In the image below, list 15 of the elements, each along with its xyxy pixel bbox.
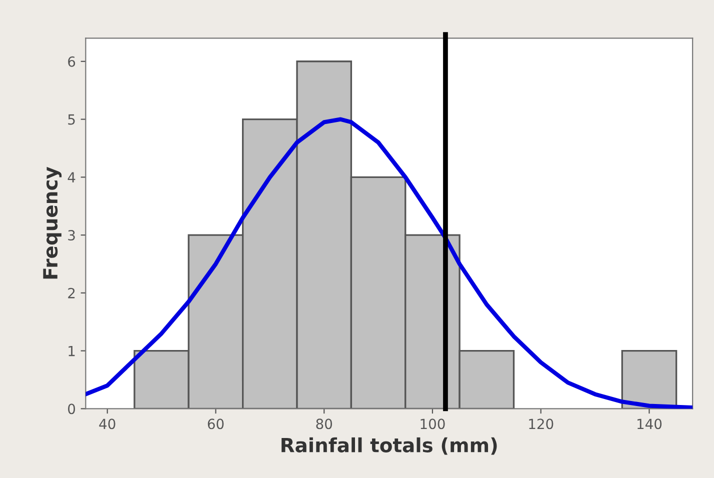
y-tick-label: 4 [68,172,76,182]
y-tick-label: 3 [68,230,75,241]
y-tick-label: 5 [68,114,75,125]
x-tick-label: 40 [99,418,116,430]
y-tick-label: 6 [68,56,76,67]
x-tick-label: 140 [638,418,662,430]
y-tick-label: 1 [68,346,75,356]
x-tick-label: 120 [529,418,554,430]
x-axis-title: Rainfall totals (mm) [282,437,497,455]
y-tick-label: 2 [68,288,75,298]
x-tick-label: 60 [208,418,224,430]
x-tick-label: 80 [316,418,332,430]
y-axis-title: Frequency [43,166,62,279]
x-tick-label: 100 [420,418,445,430]
y-tick-label: 0 [68,404,76,414]
